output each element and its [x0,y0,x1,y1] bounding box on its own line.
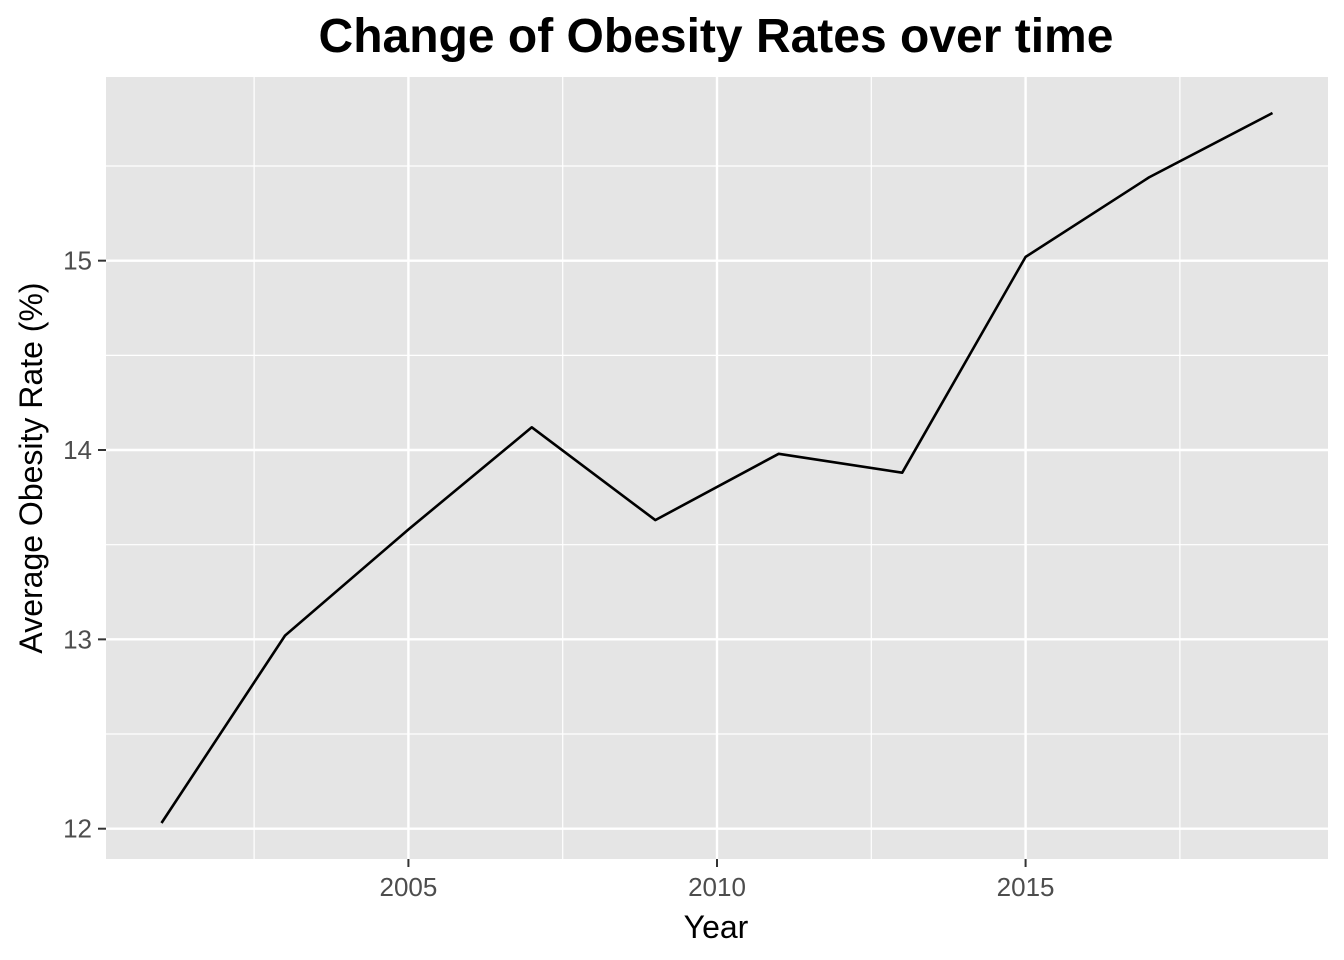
x-tick-label: 2010 [688,872,746,902]
y-tick-label: 15 [63,246,92,276]
series-line [160,111,1274,824]
y-tick-label: 14 [63,435,92,465]
y-tick-label: 12 [63,814,92,844]
y-tick-label: 13 [63,624,92,654]
y-axis-title: Average Obesity Rate (%) [13,282,49,653]
chart-title: Change of Obesity Rates over time [319,10,1114,63]
major-gridlines [106,77,1328,859]
x-tick-label: 2015 [997,872,1055,902]
y-axis: 12 13 14 15 [63,246,106,844]
x-axis-title: Year [684,909,749,945]
x-tick-label: 2005 [379,872,437,902]
series-layer [160,111,1274,824]
x-axis: 2005 2010 2015 [379,859,1055,902]
